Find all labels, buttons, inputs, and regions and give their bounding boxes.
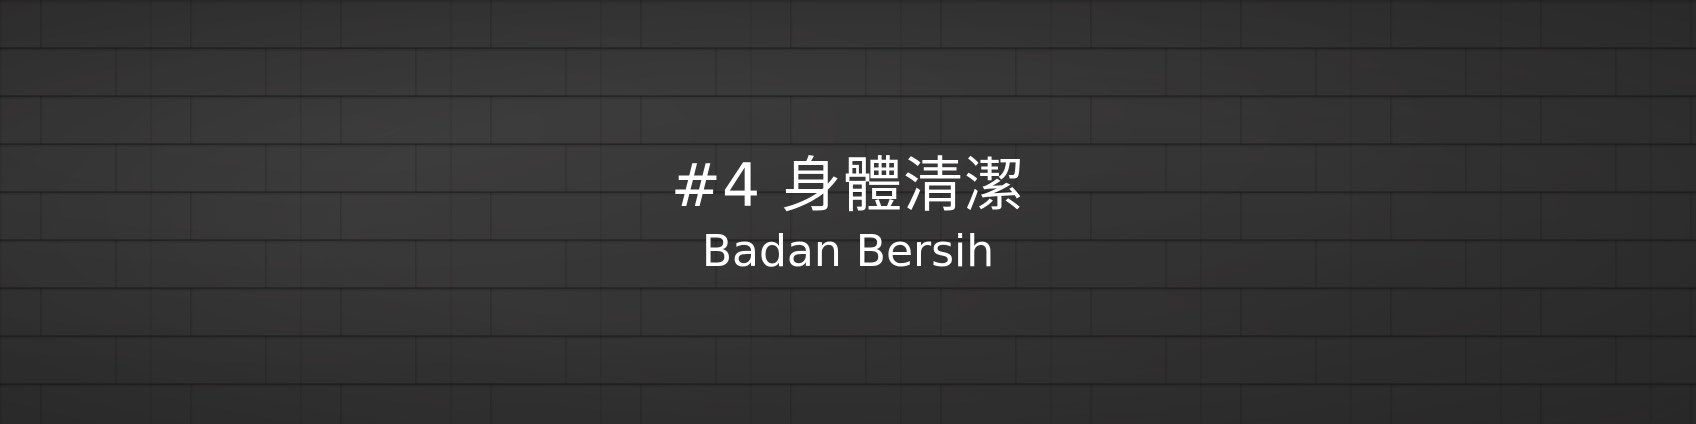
brick-row bbox=[0, 144, 1696, 192]
brick-row bbox=[0, 240, 1696, 288]
mortar-line bbox=[0, 191, 1696, 193]
mortar-line bbox=[0, 335, 1696, 337]
mortar-line bbox=[0, 239, 1696, 241]
mortar-line bbox=[0, 143, 1696, 145]
brick-row bbox=[0, 336, 1696, 384]
brick-row bbox=[0, 0, 1696, 48]
brick-row bbox=[0, 48, 1696, 96]
mortar-line bbox=[0, 287, 1696, 289]
banner-caption: #4 身體清潔 Badan Bersih bbox=[0, 150, 1696, 278]
mortar-line bbox=[0, 95, 1696, 97]
brick-row bbox=[0, 384, 1696, 424]
banner-title: #4 身體清潔 bbox=[670, 151, 1026, 221]
brick-row bbox=[0, 96, 1696, 144]
banner-subtitle: Badan Bersih bbox=[701, 226, 995, 277]
brick-row bbox=[0, 192, 1696, 240]
mortar-line bbox=[0, 47, 1696, 49]
mortar-line bbox=[0, 383, 1696, 385]
brick-row bbox=[0, 288, 1696, 336]
